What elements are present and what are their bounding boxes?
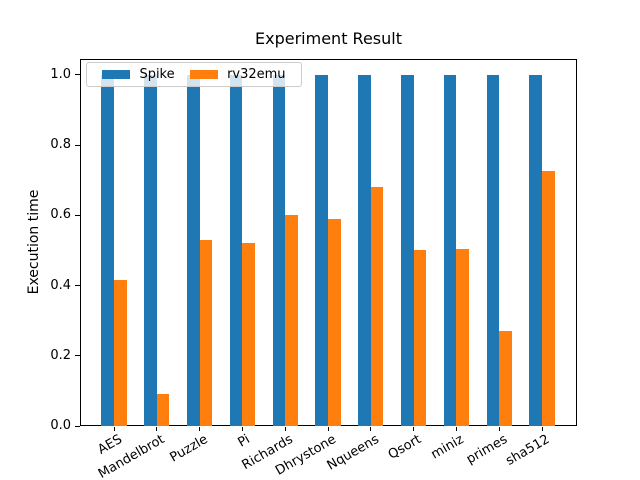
y-tick-label: 1.0 [50, 66, 71, 82]
x-tick-mark [498, 427, 500, 431]
legend-swatch-spike-icon [102, 70, 131, 79]
y-tick-label: 0.8 [50, 137, 71, 153]
y-tick-mark [75, 144, 80, 146]
bar-spike-Qsort [401, 74, 414, 426]
bar-rv32emu-miniz [456, 248, 469, 426]
bar-spike-Puzzle [187, 74, 200, 426]
x-tick-mark [455, 427, 457, 431]
legend-entry-rv32emu: rv32emu [190, 67, 286, 82]
y-tick-label: 0.0 [50, 418, 71, 433]
y-tick-label: 0.2 [50, 347, 71, 363]
bar-rv32emu-Richards [285, 215, 298, 426]
chart-title: Experiment Result [255, 29, 402, 48]
bar-rv32emu-Dhrystone [328, 218, 341, 426]
legend: Spike rv32emu [86, 62, 302, 87]
legend-label-rv32emu: rv32emu [227, 67, 286, 82]
y-tick-label: 0.6 [50, 207, 71, 223]
bar-spike-Pi [229, 74, 243, 426]
x-tick-label-sha512: sha512 [503, 432, 553, 469]
legend-label-spike: Spike [139, 67, 175, 82]
legend-entry-spike: Spike [102, 67, 175, 82]
bar-spike-Dhrystone [315, 74, 328, 426]
bar-spike-sha512 [529, 74, 542, 426]
bar-rv32emu-Mandelbrot [156, 394, 170, 426]
x-tick-label-primes: primes [463, 432, 510, 468]
x-tick-label-Qsort: Qsort [385, 432, 425, 463]
y-tick-mark [75, 74, 80, 76]
x-tick-mark [370, 427, 372, 431]
x-tick-mark [156, 427, 158, 431]
y-tick-mark [75, 425, 80, 427]
bar-rv32emu-Puzzle [199, 239, 213, 426]
bar-spike-Nqueens [358, 74, 371, 426]
x-tick-mark [327, 427, 329, 431]
x-tick-mark [199, 427, 201, 431]
bar-spike-Mandelbrot [144, 74, 157, 426]
legend-swatch-rv32emu-icon [190, 70, 219, 79]
bar-rv32emu-Pi [242, 243, 255, 426]
x-tick-mark [284, 427, 286, 431]
bar-spike-miniz [443, 74, 457, 426]
bar-rv32emu-Nqueens [370, 187, 384, 426]
x-tick-label-Pi: Pi [235, 432, 253, 451]
bar-spike-AES [101, 74, 114, 426]
y-tick-label: 0.4 [50, 277, 71, 293]
y-tick-mark [75, 355, 80, 357]
bar-rv32emu-primes [499, 331, 512, 426]
x-tick-mark [241, 427, 243, 431]
y-tick-mark [75, 285, 80, 287]
bar-spike-Richards [272, 74, 286, 426]
bar-rv32emu-Qsort [413, 250, 427, 426]
x-tick-mark [113, 427, 115, 431]
x-tick-mark [541, 427, 543, 431]
x-tick-label-Puzzle: Puzzle [167, 432, 211, 466]
x-tick-label-miniz: miniz [429, 432, 467, 463]
y-tick-mark [75, 214, 80, 216]
bar-rv32emu-AES [114, 280, 127, 426]
x-tick-mark [413, 427, 415, 431]
bar-rv32emu-sha512 [542, 171, 555, 426]
bar-spike-primes [486, 74, 500, 426]
